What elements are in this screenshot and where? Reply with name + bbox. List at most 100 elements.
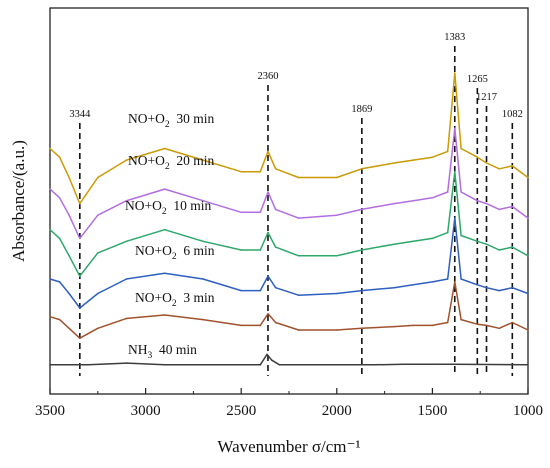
series-1-point — [79, 337, 81, 340]
series-5-point — [361, 168, 363, 170]
series-4-point — [527, 217, 529, 219]
series-label-4: NO+O2 20 min — [128, 153, 215, 172]
series-2-point — [485, 286, 488, 289]
series-2-point — [79, 307, 81, 309]
series-label-time: 6 min — [177, 243, 215, 258]
series-label-1: NO+O2 3 min — [135, 290, 215, 309]
series-1-point — [511, 321, 514, 324]
series-2-point — [361, 289, 363, 292]
series-4-point — [476, 199, 479, 202]
peak-label-1217: 1217 — [476, 92, 497, 103]
peak-label-1265: 1265 — [467, 74, 488, 85]
series-2-point — [49, 278, 51, 280]
series-0-point — [271, 359, 273, 362]
spectra-series — [49, 72, 529, 366]
series-0-point — [87, 364, 89, 366]
series-4-point — [454, 127, 456, 129]
series-5-point — [498, 168, 501, 170]
series-line-1 — [49, 281, 529, 339]
series-0-point — [431, 363, 434, 366]
series-5-point — [68, 176, 70, 179]
series-4-point — [267, 191, 269, 193]
series-4-point — [498, 208, 501, 211]
series-1-point — [454, 281, 456, 283]
series-3-point — [274, 246, 277, 248]
series-2-point — [431, 281, 434, 283]
series-4-point — [49, 188, 51, 190]
series-4-point — [460, 191, 462, 193]
series-1-point — [163, 314, 166, 316]
series-1-point — [125, 317, 128, 320]
series-5-point — [79, 202, 81, 205]
series-4-point — [58, 197, 61, 199]
series-5-point — [49, 147, 51, 150]
series-5-point — [336, 176, 338, 179]
series-label-main: NH — [128, 342, 148, 357]
series-5-point — [431, 156, 434, 158]
series-3-point — [527, 255, 529, 257]
series-1-point — [446, 321, 449, 324]
series-2-point — [511, 286, 514, 289]
series-label-time: 40 min — [152, 342, 197, 357]
series-4-point — [412, 199, 415, 202]
series-0-point — [266, 353, 268, 356]
series-3-point — [79, 275, 81, 277]
series-4-point — [297, 217, 300, 219]
series-3-point — [393, 243, 396, 245]
peak-label-1082: 1082 — [502, 109, 523, 120]
series-label-2: NO+O2 6 min — [135, 243, 215, 262]
peak-markers: 3344 2360 1869 1383 1265 1217 1082 — [69, 32, 523, 376]
series-5-point — [393, 162, 396, 164]
plot-frame — [49, 7, 529, 395]
series-5-point — [527, 176, 529, 179]
series-3-point — [431, 237, 434, 240]
series-3-point — [511, 246, 514, 248]
series-1-point — [58, 318, 61, 321]
series-0-point — [278, 364, 281, 366]
series-5-point — [163, 147, 166, 150]
series-5-point — [511, 165, 514, 167]
series-4-point — [97, 214, 99, 216]
series-3-point — [412, 240, 415, 243]
series-2-point — [336, 292, 338, 295]
series-3-point — [49, 228, 51, 231]
series-3-point — [361, 249, 363, 251]
series-label-main: NO+O — [135, 290, 172, 305]
series-2-point — [527, 292, 529, 295]
series-label-subscript: 2 — [162, 207, 167, 217]
series-4-point — [240, 211, 242, 214]
series-5-point — [97, 176, 99, 179]
series-2-point — [446, 278, 449, 280]
series-3-point — [267, 231, 269, 234]
series-3-point — [125, 240, 128, 243]
series-1-point — [527, 329, 529, 331]
peak-label-3344: 3344 — [69, 109, 91, 120]
series-5-point — [485, 162, 488, 164]
series-5-point — [202, 159, 204, 161]
series-3-point — [460, 234, 462, 237]
series-0-point — [374, 364, 376, 366]
series-5-point — [446, 150, 449, 153]
series-label-subscript: 2 — [172, 252, 177, 262]
series-5-point — [476, 156, 479, 158]
series-4-point — [163, 188, 166, 190]
series-4-point — [125, 199, 128, 202]
series-4-point — [361, 208, 363, 211]
x-axis-title: Wavenumber σ/cm⁻¹ — [217, 437, 360, 456]
series-0-point — [163, 364, 166, 366]
series-5-point — [259, 170, 262, 173]
series-3-point — [163, 228, 166, 231]
series-label-subscript: 2 — [172, 299, 177, 309]
series-label-time: 30 min — [170, 111, 215, 126]
series-3-point — [259, 249, 262, 251]
series-2-point — [412, 284, 415, 286]
series-3-point — [297, 255, 300, 257]
series-2-point — [454, 217, 456, 219]
series-line-4 — [49, 127, 529, 240]
series-5-point — [454, 72, 456, 74]
series-3-point — [240, 249, 242, 251]
series-3-point — [454, 170, 456, 173]
series-label-0: NH3 40 min — [128, 342, 197, 361]
